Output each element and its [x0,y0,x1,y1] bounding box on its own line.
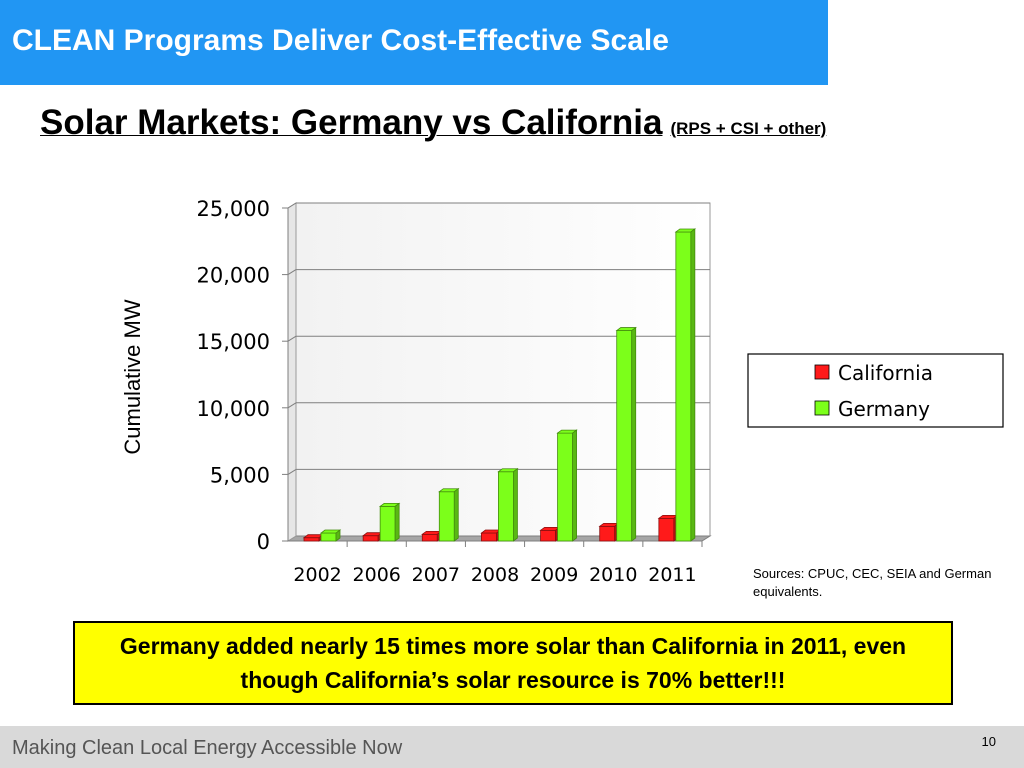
page-number: 10 [981,734,996,749]
bar-side [513,467,518,542]
y-tick-label: 0 [257,530,270,554]
bar-front [320,532,337,542]
x-tick-label: 2006 [353,564,401,586]
bar-front [481,532,497,542]
bar-front [599,525,616,542]
bar-front [498,471,514,542]
bar-california-2008 [480,529,502,542]
bar-front [658,517,675,542]
bar-front [362,535,379,542]
title-bar: CLEAN Programs Deliver Cost-Effective Sc… [0,0,828,85]
bar-front [379,505,396,542]
bar-front [557,432,573,542]
footer-bar: Making Clean Local Energy Accessible Now… [0,726,1024,768]
bar-front [303,537,320,542]
bar-side [631,326,637,542]
bar-germany-2010 [615,326,637,542]
x-tick-label: 2011 [648,564,696,586]
bar-california-2010 [598,522,620,542]
bar-germany-2002 [319,529,342,542]
legend-label: California [838,361,933,385]
x-tick-label: 2009 [530,564,578,586]
bar-california-2002 [302,533,325,542]
bar-side [690,228,696,542]
subtitle-main: Solar Markets: Germany vs California [40,103,663,142]
bar-front [675,231,692,542]
footer-text: Making Clean Local Energy Accessible Now [12,737,403,759]
bar-side [572,429,577,542]
legend-swatch [814,400,830,416]
gridline-depth [287,402,297,409]
gridline-depth [287,202,297,209]
gridline-depth [287,468,297,475]
callout-text: Germany added nearly 15 times more solar… [119,633,907,693]
slide-subtitle: Solar Markets: Germany vs California (RPS… [40,103,826,143]
bar-side [335,529,341,542]
bar-california-2007 [421,530,443,542]
gridline-depth [287,335,297,342]
legend-swatch [814,364,830,380]
bar-side [453,487,459,542]
bar-california-2011 [657,514,680,542]
bar-california-2006 [361,531,384,542]
bar-front [421,533,438,542]
callout-box: Germany added nearly 15 times more solar… [73,621,953,705]
bar-germany-2006 [378,502,401,542]
gridline-depth [287,269,297,276]
y-tick-label: 5,000 [210,463,270,487]
bar-side [394,502,400,542]
bar-germany-2007 [438,487,460,542]
bar-front [540,529,556,542]
slide-title: CLEAN Programs Deliver Cost-Effective Sc… [12,24,669,57]
sources-note: Sources: CPUC, CEC, SEIA and German equi… [753,566,992,599]
legend-label: Germany [838,397,930,421]
x-tick-label: 2010 [589,564,637,586]
legend-box [747,353,1004,428]
bar-california-2009 [539,526,561,542]
y-tick-label: 20,000 [197,264,270,288]
y-tick-label: 10,000 [197,397,270,421]
y-tick-label: 15,000 [197,330,270,354]
y-tick-label: 25,000 [197,197,270,221]
x-tick-label: 2008 [471,564,519,586]
bar-front [616,330,633,542]
bar-germany-2011 [674,228,697,542]
subtitle-note: (RPS + CSI + other) [670,119,827,138]
plot-side-wall [287,202,297,542]
bar-germany-2009 [556,429,578,542]
x-tick-label: 2007 [412,564,460,586]
y-axis-label: Cumulative MW [120,299,145,454]
x-tick-label: 2002 [293,564,341,586]
bar-germany-2008 [497,467,519,542]
bar-front [438,491,455,542]
